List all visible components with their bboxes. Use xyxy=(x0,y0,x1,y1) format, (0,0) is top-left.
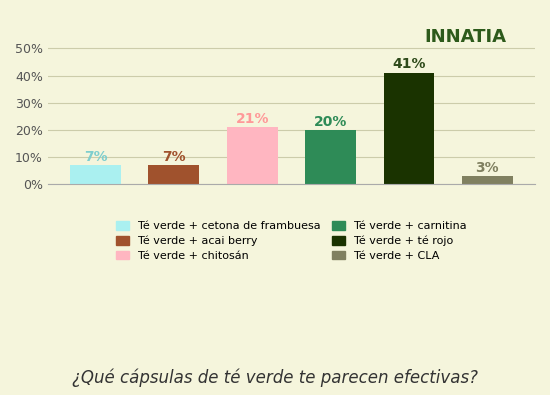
Bar xyxy=(383,73,434,184)
Text: 3%: 3% xyxy=(476,161,499,175)
Text: 41%: 41% xyxy=(392,57,426,71)
Bar xyxy=(70,165,121,184)
Bar xyxy=(305,130,356,184)
Bar xyxy=(227,127,278,184)
Legend: Té verde + cetona de frambuesa, Té verde + acai berry, Té verde + chitosán, Té v: Té verde + cetona de frambuesa, Té verde… xyxy=(112,217,471,265)
Text: 21%: 21% xyxy=(235,112,269,126)
Text: 7%: 7% xyxy=(84,150,107,164)
Text: ¿Qué cápsulas de té verde te parecen efectivas?: ¿Qué cápsulas de té verde te parecen efe… xyxy=(72,369,478,387)
Text: 7%: 7% xyxy=(162,150,186,164)
Bar xyxy=(148,165,199,184)
Bar xyxy=(462,176,513,184)
Text: INNATIA: INNATIA xyxy=(424,28,506,46)
Text: 20%: 20% xyxy=(314,115,347,128)
